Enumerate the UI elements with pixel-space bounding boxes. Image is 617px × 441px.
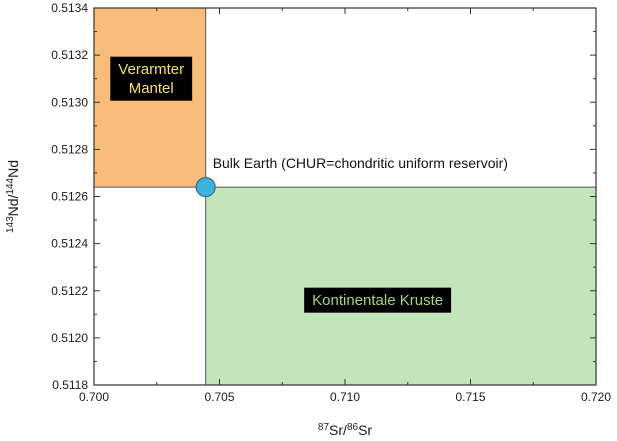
x-tick-label: 0.720 <box>581 390 611 404</box>
y-tick-label: 0.5126 <box>51 190 88 204</box>
continental-crust-label: Kontinentale Kruste <box>304 287 452 313</box>
x-axis-sup-1: 87 <box>318 422 330 433</box>
y-tick-label: 0.5120 <box>51 331 88 345</box>
y-axis-sup-1: 143 <box>5 216 16 233</box>
y-tick-label: 0.5134 <box>51 1 88 15</box>
y-tick-label: 0.5118 <box>52 378 88 392</box>
x-tick-label: 0.700 <box>79 390 109 404</box>
bulk-earth-label: Bulk Earth (CHUR=chondritic uniform rese… <box>213 155 508 171</box>
y-axis-main-2: Nd <box>5 160 21 178</box>
ticks-layer <box>93 7 597 386</box>
continental-crust-label-text: Kontinentale Kruste <box>312 292 443 309</box>
y-tick-label: 0.5122 <box>51 284 88 298</box>
points-layer: Bulk Earth (CHUR=chondritic uniform rese… <box>195 155 508 198</box>
x-axis-main-1: Sr/ <box>329 422 347 438</box>
x-tick-label: 0.715 <box>455 390 485 404</box>
continental-crust-label-box <box>304 287 452 313</box>
x-tick-label: 0.705 <box>204 390 234 404</box>
x-tick-label: 0.710 <box>330 390 360 404</box>
y-tick-label: 0.5124 <box>51 237 88 251</box>
y-axis-sup-2: 144 <box>5 177 16 194</box>
x-axis-sup-2: 86 <box>347 422 359 433</box>
depleted-mantle-label-box <box>110 56 193 101</box>
y-axis-title: 143Nd/144Nd <box>5 160 22 233</box>
x-axis-title: 87Sr/86Sr <box>318 422 372 439</box>
regions-layer <box>94 8 596 385</box>
depleted-mantle-label-text: Verarmter <box>118 61 184 78</box>
bulk-earth-point <box>195 177 216 198</box>
depleted-mantle-label-text: Mantel <box>129 80 174 97</box>
tick-labels-layer: 0.700 0.705 0.710 0.715 0.720 0.5118 0.5120 0.5… <box>51 1 611 404</box>
y-axis-main-1: Nd/ <box>5 194 21 216</box>
continental-crust-region <box>205 187 596 385</box>
depleted-mantle-label: Verarmter Mantel <box>110 56 193 101</box>
region-labels-layer: Verarmter Mantel Kontinentale Kruste <box>110 56 452 313</box>
y-tick-label: 0.5128 <box>51 142 88 156</box>
y-tick-label: 0.5132 <box>51 48 88 62</box>
y-tick-label: 0.5130 <box>51 95 88 109</box>
x-axis-main-2: Sr <box>358 422 372 438</box>
